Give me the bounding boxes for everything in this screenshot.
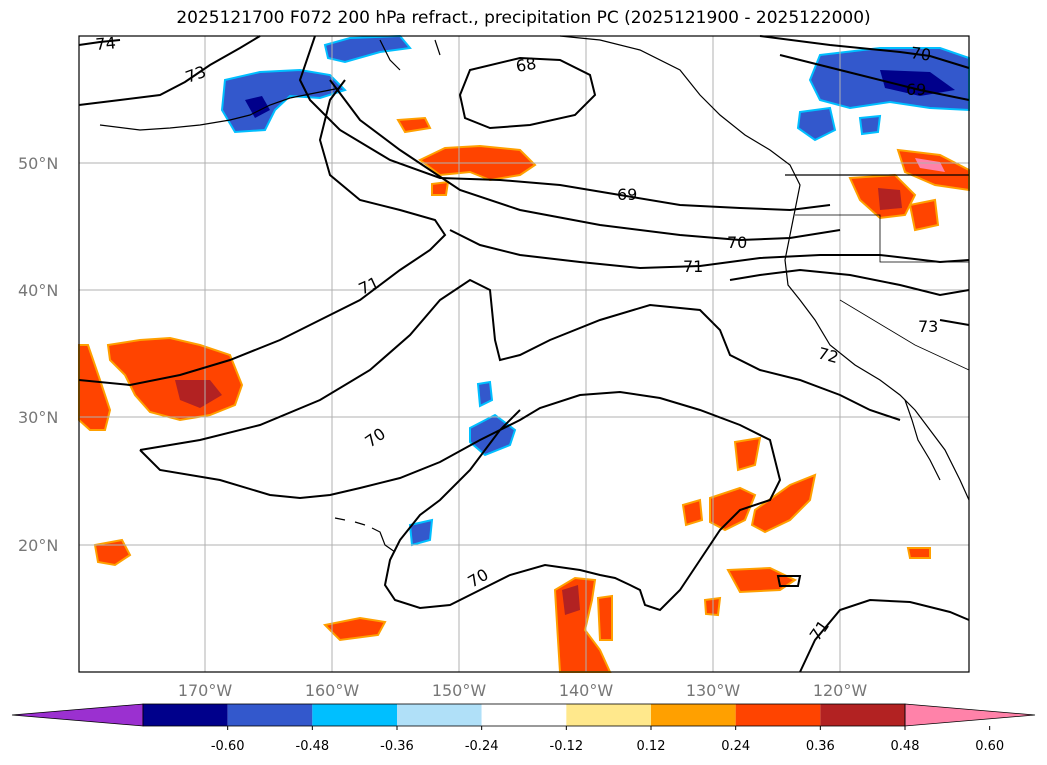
colorbar-tick-label: 0.36 — [806, 739, 835, 754]
contour-70-ne — [759, 35, 970, 69]
contour-label: 70 — [727, 233, 747, 252]
lat-label: 30°N — [18, 408, 58, 427]
colorbar-tick-label: -0.48 — [296, 739, 330, 754]
lon-label: 160°W — [305, 681, 360, 700]
latitude-labels: 50°N 40°N 30°N 20°N — [18, 154, 58, 555]
colorbar-tick-label: 0.60 — [975, 739, 1004, 754]
contour-70-s — [139, 390, 782, 612]
colorbar-segment — [397, 704, 482, 726]
coastline-alaska — [379, 39, 441, 71]
precip-orange-goa2 — [396, 116, 432, 134]
precip-orange-se3 — [733, 436, 762, 472]
precip-blue-central2 — [476, 380, 494, 408]
refractivity-contours — [78, 35, 970, 673]
precip-orange-se8 — [596, 594, 613, 641]
map-border — [78, 35, 970, 673]
colorbar-tick-label: 0.24 — [721, 739, 750, 754]
precip-blue-ne3 — [858, 114, 882, 136]
contour-label: 68 — [514, 54, 537, 76]
contour-label: 73 — [918, 317, 938, 336]
lat-label: 40°N — [18, 281, 58, 300]
precip-orange-se6 — [681, 498, 704, 527]
contour-label: 71 — [683, 257, 703, 276]
precip-orange-w3 — [93, 538, 132, 567]
precip-red-ne — [878, 188, 902, 210]
precip-orange-w2 — [78, 344, 112, 431]
precip-orange-ne3 — [908, 198, 940, 232]
precip-orange-se2 — [709, 486, 757, 532]
precip-shading — [78, 34, 970, 673]
longitude-labels: 170°W 160°W 150°W 140°W 130°W 120°W — [178, 681, 868, 700]
colorbar-extend-low — [11, 703, 144, 727]
lat-label: 20°N — [18, 536, 58, 555]
contour-label: 72 — [816, 344, 841, 368]
precip-orange-se4 — [750, 473, 817, 534]
precip-darkblue-ne — [880, 70, 955, 96]
colorbar-extend-high — [904, 703, 1036, 727]
colorbar-tick-label: -0.36 — [380, 739, 414, 754]
contour-label: 69 — [617, 185, 637, 204]
precip-orange-se9 — [906, 547, 931, 559]
colorbar-tick-label: 0.12 — [637, 739, 666, 754]
precip-red-se — [562, 585, 580, 615]
precip-blue-ne2 — [796, 106, 837, 142]
contour-68 — [458, 56, 597, 130]
contour-69-ne — [779, 54, 970, 101]
contour-74 — [78, 39, 121, 46]
contour-71-se — [799, 598, 970, 673]
contour-69 — [298, 35, 831, 212]
border-ca-nv — [839, 299, 970, 371]
precip-blue-central3 — [408, 518, 434, 547]
contour-70-mid — [139, 278, 901, 451]
lon-label: 140°W — [559, 681, 614, 700]
contour-73-e — [939, 319, 970, 326]
contour-71-e — [449, 229, 970, 270]
precip-blue-nw — [220, 68, 347, 134]
coastline-aleutians — [99, 87, 341, 131]
colorbar-tick-label: -0.12 — [550, 739, 584, 754]
colorbar-tick-label: -0.60 — [211, 739, 245, 754]
contour-70-n — [329, 79, 841, 242]
colorbar-tick-label: -0.24 — [465, 739, 499, 754]
precip-blue-n — [323, 34, 412, 64]
lon-label: 120°W — [813, 681, 868, 700]
contour-label: 74 — [95, 33, 117, 54]
contour-label: 69 — [906, 80, 926, 99]
colorbar-segment — [143, 704, 228, 726]
lat-label: 50°N — [18, 154, 58, 173]
precip-orange-goa3 — [431, 180, 450, 196]
colorbar-tick-label: 0.48 — [891, 739, 920, 754]
colorbar-segment — [651, 704, 736, 726]
border-states — [795, 214, 969, 263]
contour-label: 70 — [909, 43, 932, 65]
lon-label: 170°W — [178, 681, 233, 700]
map-title: 2025121700 F072 200 hPa refract., precip… — [176, 8, 871, 28]
precip-pink-ne — [915, 158, 945, 172]
lon-label: 150°W — [432, 681, 487, 700]
precip-red-w — [175, 380, 222, 408]
coastline-island — [776, 575, 802, 587]
colorbar-segment — [227, 704, 313, 726]
graticule — [79, 36, 969, 672]
precip-darkblue-nw — [245, 96, 270, 118]
colorbar-segment — [820, 704, 905, 726]
colorbar-segment — [312, 704, 397, 726]
coastline-hawaii — [334, 517, 396, 553]
contour-72 — [729, 268, 970, 297]
colorbar-segment — [566, 704, 651, 726]
precip-orange-w4 — [322, 616, 387, 642]
contour-73 — [78, 35, 261, 106]
colorbar-border — [142, 703, 906, 727]
colorbar: -0.60 -0.48 -0.36 -0.24 -0.12 0.12 0.24 0.36 0.4… — [11, 703, 1036, 754]
coastline-na — [559, 35, 970, 501]
colorbar-segment — [735, 704, 821, 726]
coastlines — [99, 35, 970, 587]
colorbar-segment — [481, 704, 567, 726]
contour-71-w — [78, 79, 447, 387]
lon-label: 130°W — [686, 681, 741, 700]
coastline-baja — [904, 399, 941, 481]
